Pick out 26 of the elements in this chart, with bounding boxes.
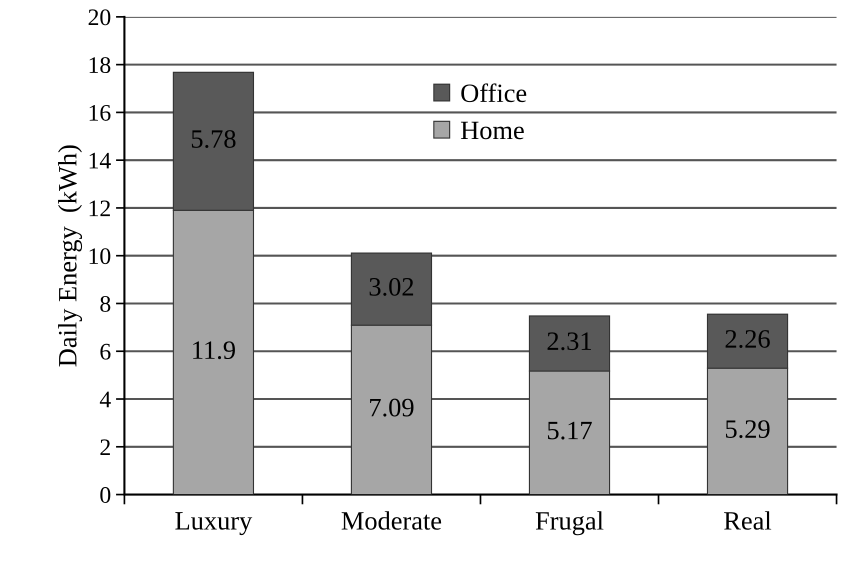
x-tick-label: Moderate: [342, 511, 442, 530]
y-tick-label: 2: [100, 439, 110, 455]
data-label: 3.02: [370, 278, 414, 296]
data-label: 2.26: [726, 330, 770, 348]
y-tick-label: 0: [100, 487, 110, 503]
data-label: 5.78: [192, 130, 236, 148]
y-tick-label: 6: [100, 344, 111, 360]
data-label: 11.9: [193, 341, 235, 360]
legend-label: Home: [460, 122, 524, 140]
data-label: 5.17: [548, 422, 592, 440]
data-label: 2.31: [548, 332, 592, 350]
x-tick-label: Frugal: [536, 511, 604, 536]
data-label: 7.09: [370, 398, 414, 417]
x-tick-label: Real: [724, 511, 772, 530]
y-tick-label: 12: [90, 200, 110, 216]
y-tick-label: 10: [90, 248, 110, 264]
y-axis-title: Daily Energy (kWh): [58, 145, 82, 366]
y-tick-label: 16: [90, 104, 111, 121]
y-tick-label: 20: [88, 9, 110, 26]
x-tick-label: Luxury: [175, 512, 252, 536]
data-label: 5.29: [726, 420, 770, 438]
y-tick-label: 18: [90, 57, 110, 74]
y-tick-label: 14: [90, 152, 111, 168]
y-tick-label: 4: [100, 392, 111, 408]
y-tick-label: 8: [100, 296, 110, 312]
legend-label: Office: [461, 83, 526, 102]
